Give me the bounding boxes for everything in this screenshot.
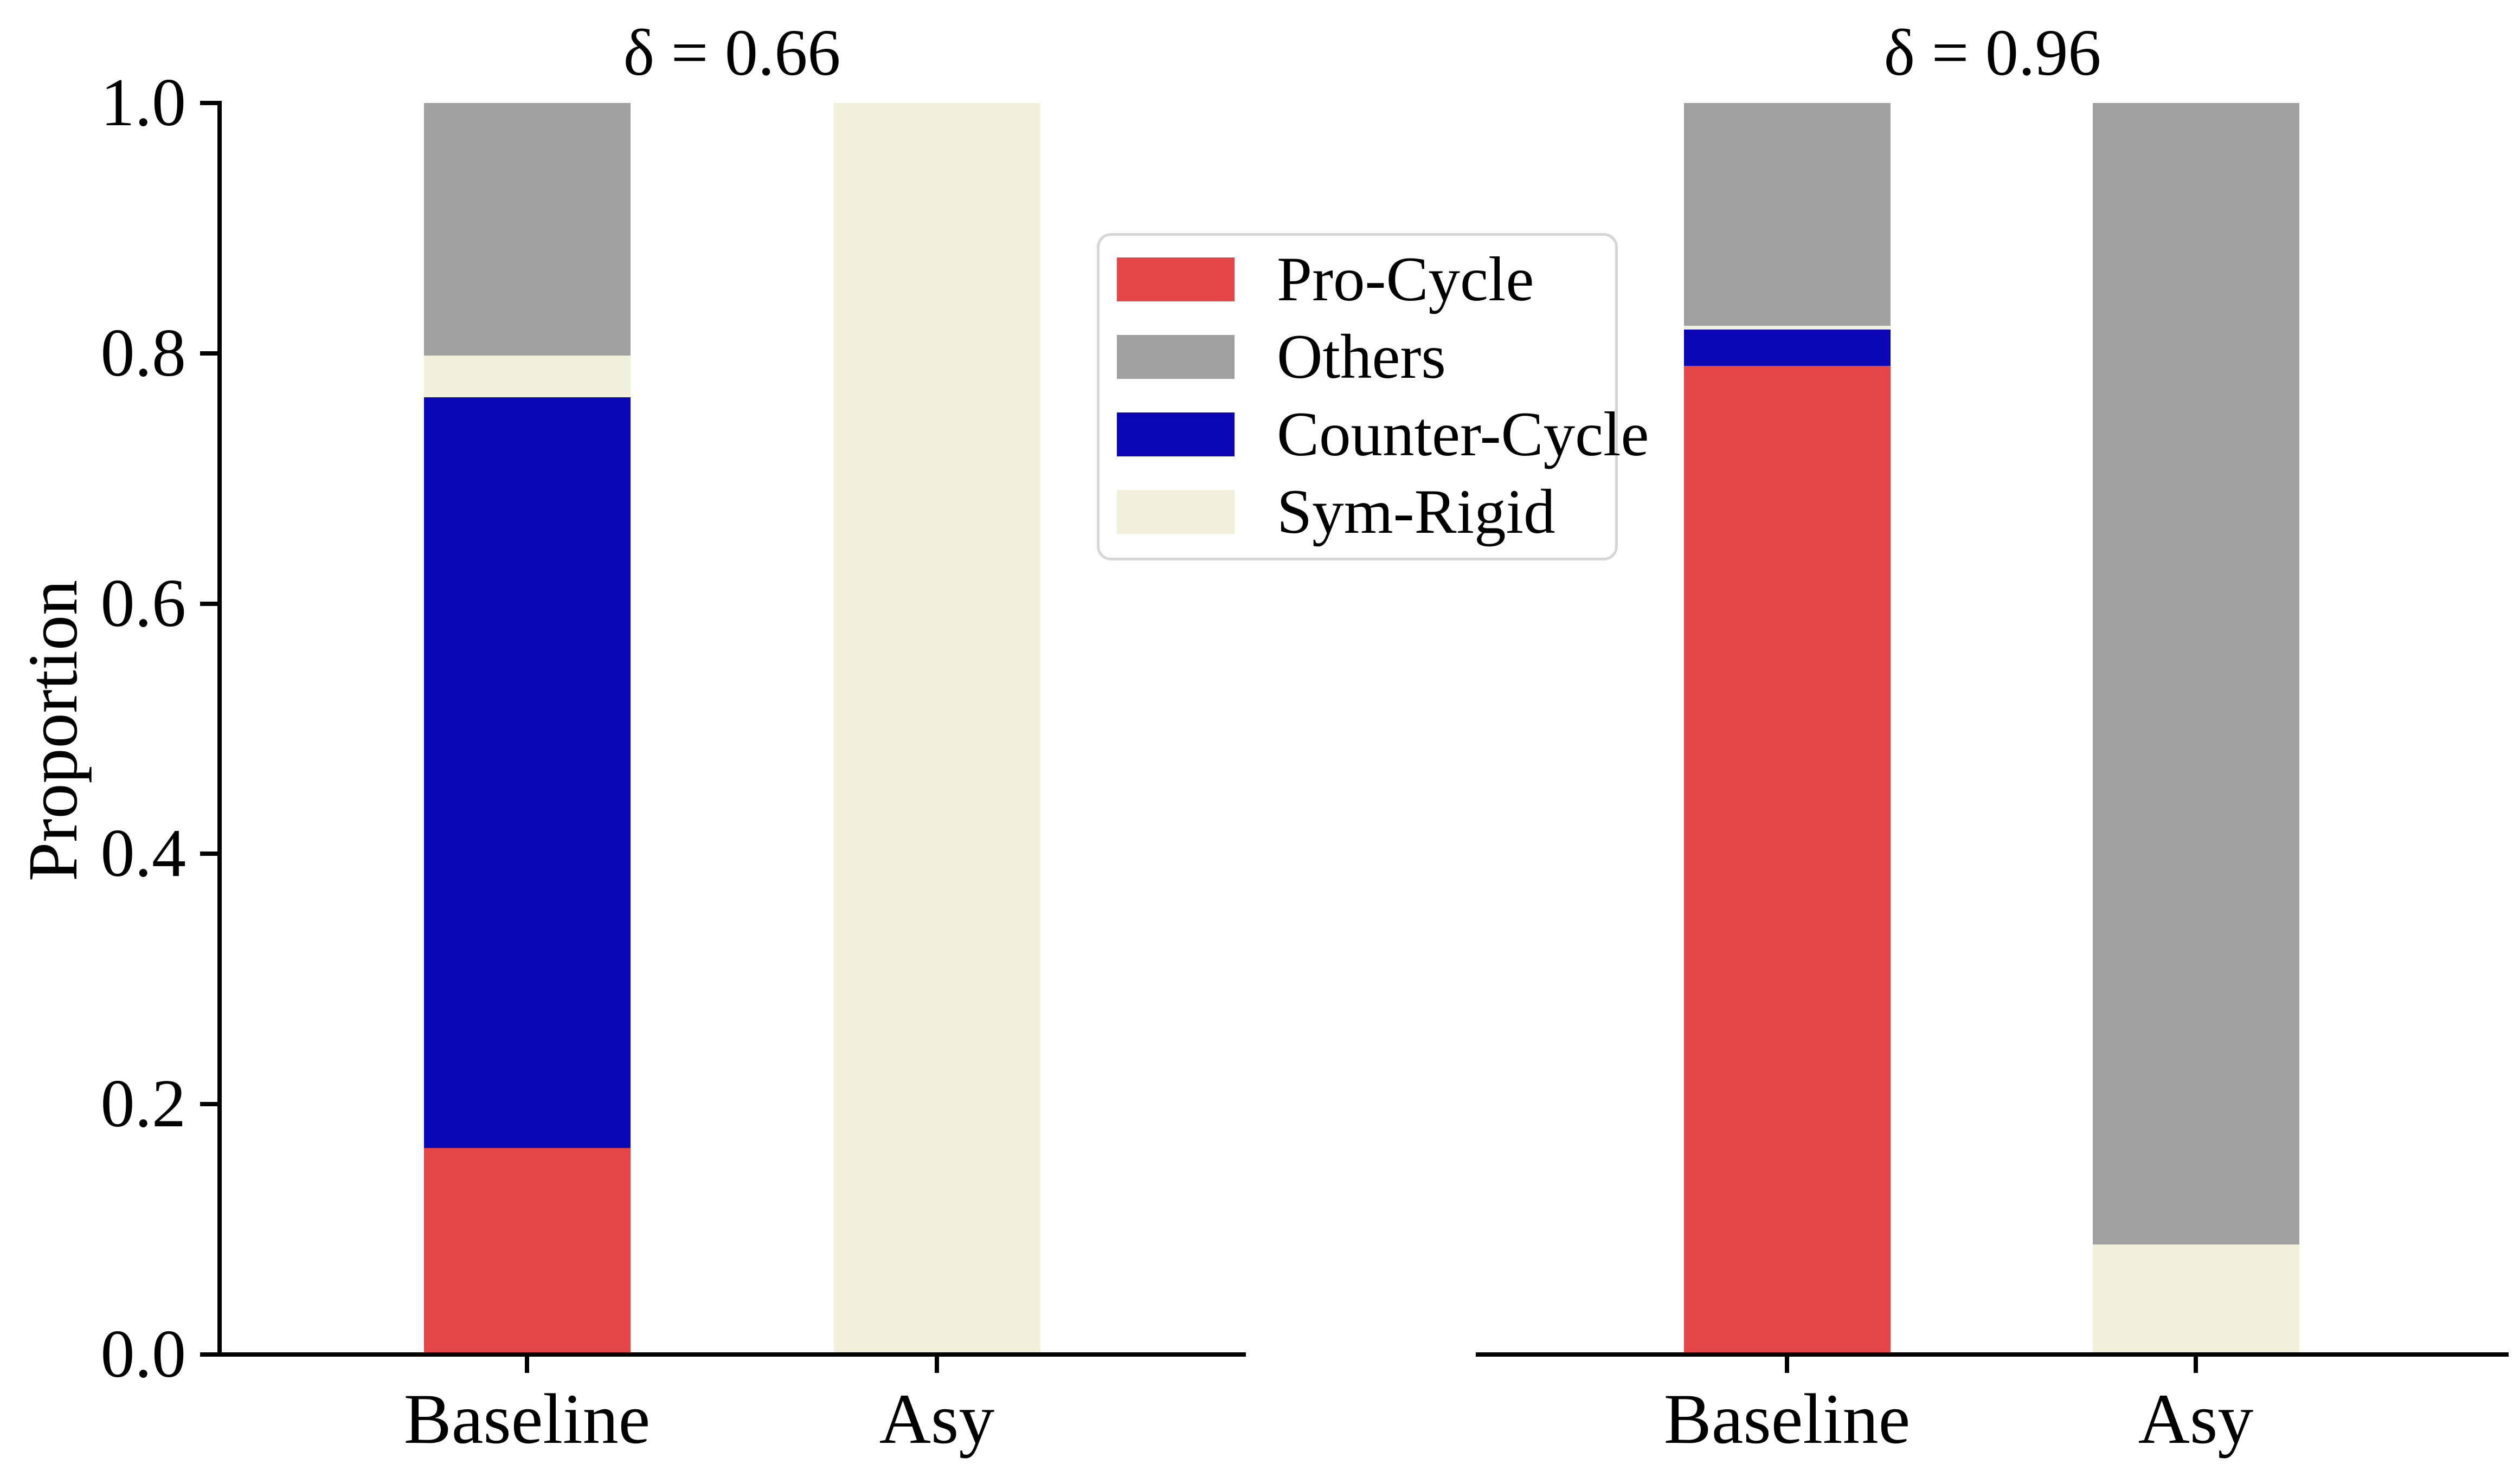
x-tick-label-asy: Asy: [2138, 1379, 2254, 1459]
y-tick-label: 0.0: [100, 1317, 187, 1392]
bar-segment-baseline-sym-rigid: [423, 356, 631, 397]
y-tick-mark: [200, 601, 217, 606]
panel-left-title: δ = 0.66: [623, 16, 841, 89]
legend-row-counter-cycle: Counter-Cycle: [1117, 403, 1649, 466]
legend-label-sym-rigid: Sym-Rigid: [1277, 477, 1555, 547]
bar-segment-baseline-others: [1683, 103, 1891, 326]
legend-label-counter-cycle: Counter-Cycle: [1277, 399, 1649, 469]
bar-segment-baseline-counter-cycle: [423, 397, 631, 1148]
x-axis-line: [1476, 1352, 2509, 1357]
x-tick-label-baseline: Baseline: [1663, 1379, 1911, 1459]
y-tick-label: 0.6: [100, 565, 187, 641]
legend-row-others: Others: [1117, 325, 1446, 389]
y-tick-label: 1.0: [100, 65, 187, 140]
x-tick-label-baseline: Baseline: [403, 1379, 651, 1459]
y-tick-mark: [200, 101, 217, 105]
bar-segment-asy-others: [2092, 103, 2299, 1244]
bar-segment-baseline-others: [423, 103, 631, 356]
y-tick-mark: [200, 351, 217, 356]
bar-segment-baseline-counter-cycle: [1683, 329, 1891, 366]
x-tick-label-asy: Asy: [879, 1379, 995, 1459]
panel-right-title: δ = 0.96: [1883, 16, 2101, 89]
x-tick-mark: [1785, 1357, 1789, 1373]
legend: Pro-Cycle Others Counter-Cycle Sym-Rigid: [1097, 233, 1649, 560]
x-tick-mark: [935, 1357, 939, 1373]
legend-swatch-counter-cycle-icon: [1117, 412, 1235, 456]
legend-row-sym-rigid: Sym-Rigid: [1117, 480, 1555, 544]
bar-segment-asy-sym-rigid: [833, 103, 1040, 1355]
x-tick-mark: [525, 1357, 529, 1373]
y-tick-mark: [200, 1352, 217, 1357]
y-tick-mark: [200, 1102, 217, 1107]
bar-segment-baseline-pro-cycle: [1683, 365, 1891, 1355]
bar-segment-baseline-pro-cycle: [423, 1148, 631, 1355]
legend-row-pro-cycle: Pro-Cycle: [1117, 248, 1534, 311]
y-tick-label: 0.2: [100, 1066, 187, 1142]
legend-swatch-others-icon: [1117, 335, 1235, 379]
y-tick-label: 0.4: [100, 816, 187, 892]
y-tick-label: 0.8: [100, 315, 187, 391]
y-axis-spine: [217, 101, 222, 1357]
bar-segment-asy-sym-rigid: [2092, 1244, 2299, 1355]
legend-swatch-pro-cycle-icon: [1117, 257, 1235, 301]
legend-label-others: Others: [1277, 322, 1446, 392]
x-axis-line: [217, 1352, 1246, 1357]
legend-swatch-sym-rigid-icon: [1117, 490, 1235, 534]
x-tick-mark: [2194, 1357, 2198, 1373]
bar-segment-baseline-sym-rigid: [1683, 326, 1891, 330]
y-tick-mark: [200, 852, 217, 856]
legend-label-pro-cycle: Pro-Cycle: [1277, 244, 1534, 314]
